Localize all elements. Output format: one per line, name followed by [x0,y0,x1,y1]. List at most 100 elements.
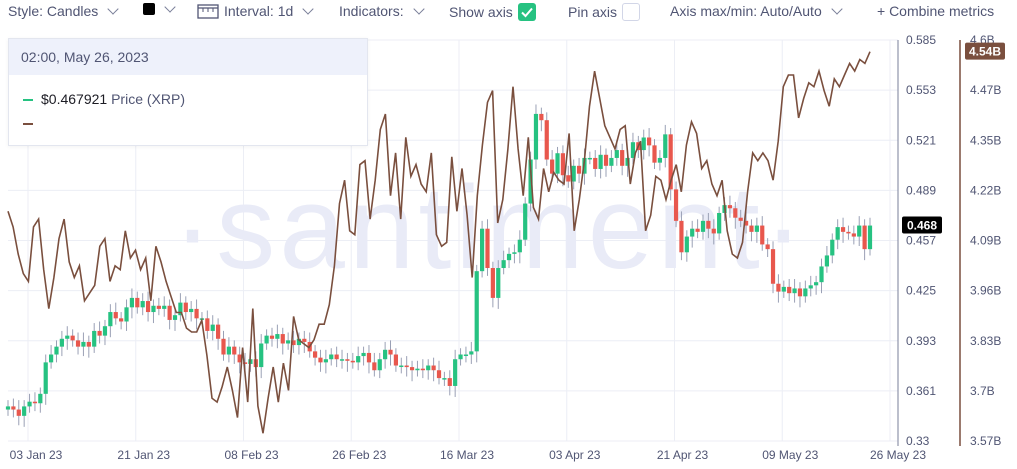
price-candle [512,244,517,264]
pin-axis-checkbox[interactable] [622,3,641,21]
candle-body [129,297,135,308]
price-candle [356,346,361,371]
price-candle [533,104,539,169]
candle-body [765,244,770,250]
color-swatch [143,3,155,15]
candle-body [409,367,415,371]
indicators-label: Indicators: [339,3,404,19]
candle-body [145,301,151,313]
price-candle [32,392,38,412]
price-candle [135,291,140,314]
tooltip-price-desc: Price (XRP) [111,91,185,107]
candle-body [221,338,226,355]
holdings-tick-label: 4.35B [970,133,1001,147]
candle-body [749,225,754,232]
style-dropdown[interactable]: Style: Candles [8,2,119,19]
price-candle [814,275,819,295]
price-candle [442,371,447,386]
price-candle [695,219,700,239]
price-candle [426,359,431,380]
price-candle [129,288,135,319]
tooltip-price-row: $0.467921 Price (XRP) [23,91,185,107]
candle-body [533,113,539,160]
candle-body [587,157,592,160]
combine-metrics-button[interactable]: + Combine metrics [877,3,994,19]
date-tick-label: 16 Mar 23 [440,448,494,462]
candle-body [302,338,307,342]
pin-axis-label: Pin axis [568,4,618,20]
pin-axis-toggle[interactable]: Pin axis [568,3,641,21]
candle-body [65,335,70,339]
date-tick-label: 21 Jan 23 [117,448,170,462]
holdings-tick-label: 4.47B [970,83,1001,97]
price-candle [824,246,830,273]
color-picker[interactable] [143,0,176,15]
candle-body [399,365,404,368]
candle-body [501,260,506,269]
date-tick-label: 21 Apr 23 [657,448,709,462]
candle-body [593,157,598,169]
price-candle [275,324,280,349]
price-candle [652,139,657,169]
candle-body [75,340,81,347]
price-candle [485,219,490,276]
price-tick-label: 0.585 [906,33,936,47]
price-candle [544,112,549,166]
candle-body [102,326,108,336]
candle-body [442,378,447,380]
price-candle [296,332,302,355]
price-candle [48,345,54,369]
current-holdings-badge [965,42,1005,60]
candle-body [259,343,264,368]
price-candle [415,360,420,377]
candle-body [323,359,328,363]
show-axis-checkbox[interactable] [517,3,536,21]
candle-body [453,359,458,386]
candle-body [189,308,194,313]
price-candle [216,318,221,350]
candle-body [641,137,646,151]
interval-dropdown[interactable]: Interval: 1d [197,2,314,19]
candle-body [797,288,803,297]
price-candle [490,261,495,308]
price-candle [598,145,603,179]
indicators-dropdown[interactable]: Indicators: [339,2,425,19]
candle-body [286,340,291,344]
price-candle [700,214,706,240]
candle-body [544,120,549,160]
candle-body [862,225,867,250]
candle-body [738,217,743,221]
price-candle [846,225,851,240]
candle-body [835,227,840,240]
price-candle [232,340,237,364]
price-tick-label: 0.521 [906,133,936,147]
price-candle [770,241,776,294]
price-candle [738,209,743,228]
axis-maxmin-dropdown[interactable]: Axis max/min: Auto/Auto [670,2,843,19]
candle-body [92,330,97,347]
candle-body [275,334,280,339]
candle-body [237,354,242,363]
candle-body [5,406,11,410]
candle-body [404,365,409,368]
price-candle [312,345,318,366]
holdings-tick-label: 3.57B [970,434,1001,448]
price-candle [479,220,485,278]
calendar-icon [197,4,219,19]
price-candle [496,260,501,309]
price-candle [269,327,275,347]
candle-body [124,307,129,322]
candle-body [296,338,302,346]
candle-body [528,159,533,204]
price-candle [749,219,754,242]
show-axis-toggle[interactable]: Show axis [449,3,536,21]
price-candle [151,299,156,324]
candle-body [420,368,425,371]
price-candle [383,341,388,369]
candle-body [506,253,512,261]
price-candle [291,330,296,353]
price-candle [808,275,813,297]
date-tick-label: 03 Apr 23 [549,448,601,462]
candle-body [113,312,118,319]
